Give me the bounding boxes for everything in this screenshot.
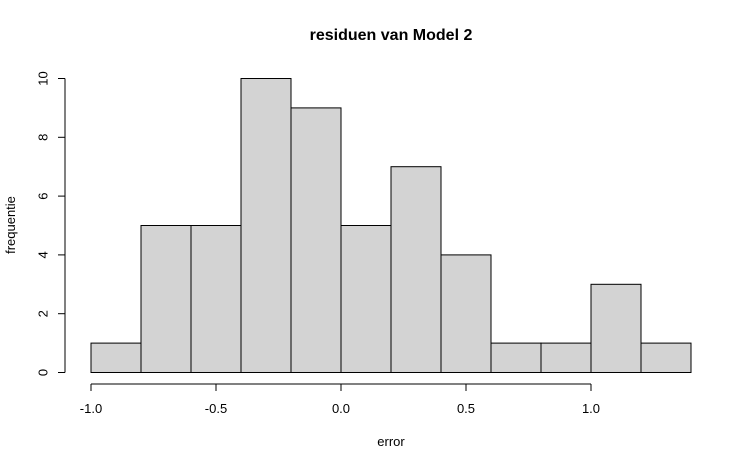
x-tick-label: -1.0 — [80, 401, 102, 416]
y-tick-label: 6 — [35, 192, 50, 199]
x-tick-label: -0.5 — [205, 401, 227, 416]
y-axis-label: frequentie — [3, 196, 18, 254]
chart-title: residuen van Model 2 — [310, 27, 473, 44]
x-tick-label: 0.0 — [332, 401, 350, 416]
histogram-bar — [140, 225, 192, 373]
y-tick-label: 2 — [35, 310, 50, 317]
y-tick-label: 0 — [35, 369, 50, 376]
histogram-bar — [290, 107, 342, 374]
histogram-bar — [190, 225, 242, 373]
bars-group — [90, 78, 692, 374]
histogram-bar — [540, 342, 592, 374]
histogram-bar — [90, 342, 142, 374]
x-axis: -1.0 -0.5 0.0 0.5 1.0 — [80, 383, 600, 416]
y-tick-label: 4 — [35, 251, 50, 258]
histogram-bar — [240, 78, 292, 373]
x-tick-label: 1.0 — [582, 401, 600, 416]
histogram-bar — [390, 166, 442, 373]
histogram-bar — [590, 283, 642, 373]
y-tick-label: 8 — [35, 134, 50, 141]
histogram-bar — [440, 254, 492, 373]
histogram-bar — [490, 342, 542, 374]
x-tick-label: 0.5 — [457, 401, 475, 416]
histogram-bar — [640, 342, 692, 374]
y-axis: 0 2 4 6 8 10 — [35, 71, 66, 376]
histogram-bar — [340, 225, 392, 373]
x-axis-label: error — [377, 434, 405, 449]
y-tick-label: 10 — [35, 71, 50, 85]
